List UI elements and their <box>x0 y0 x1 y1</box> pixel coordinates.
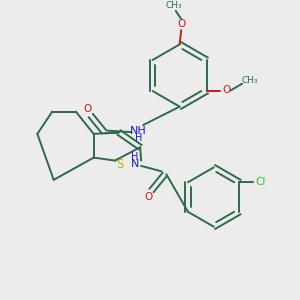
Text: H: H <box>131 152 139 162</box>
Text: S: S <box>117 158 124 171</box>
Text: H: H <box>135 133 143 143</box>
Text: O: O <box>144 192 153 202</box>
Text: Cl: Cl <box>255 177 265 187</box>
Text: NH: NH <box>130 126 146 136</box>
Text: O: O <box>178 19 186 28</box>
Text: CH₃: CH₃ <box>241 76 258 85</box>
Text: O: O <box>84 104 92 114</box>
Text: N: N <box>131 159 140 169</box>
Text: O: O <box>222 85 231 95</box>
Text: CH₃: CH₃ <box>165 1 182 10</box>
